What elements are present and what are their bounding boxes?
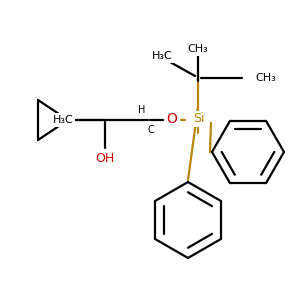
Text: H₃C: H₃C xyxy=(52,115,74,125)
Text: OH: OH xyxy=(95,152,115,164)
Text: C: C xyxy=(148,125,154,135)
Text: CH₃: CH₃ xyxy=(188,44,208,54)
Text: CH₃: CH₃ xyxy=(256,73,276,83)
Text: Si: Si xyxy=(193,112,205,125)
Text: H₃C: H₃C xyxy=(152,51,172,61)
Text: H: H xyxy=(138,105,146,115)
Text: O: O xyxy=(167,112,177,126)
